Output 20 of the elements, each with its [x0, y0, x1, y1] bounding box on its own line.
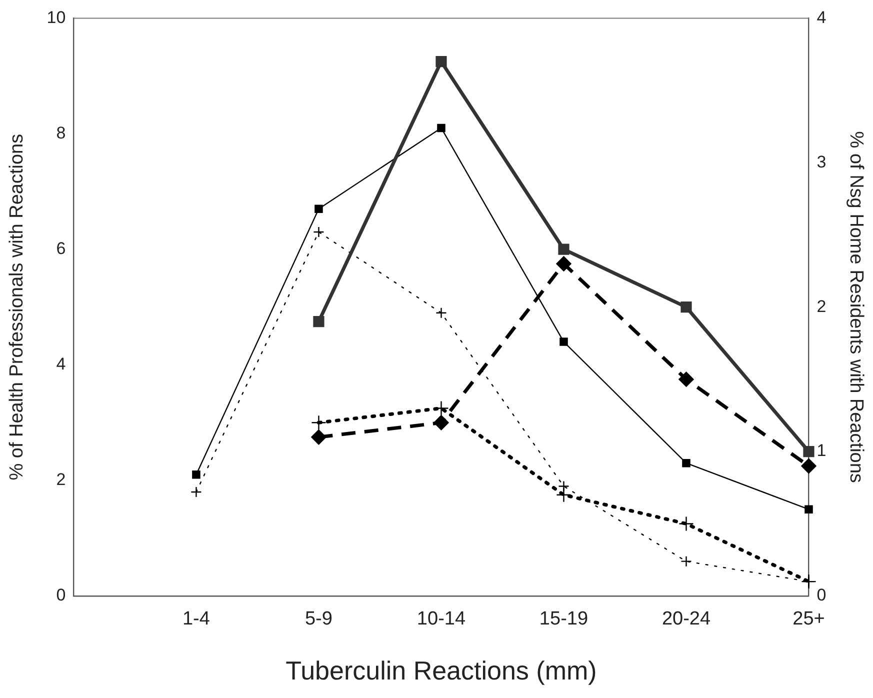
x-tick-label: 5-9: [304, 608, 332, 630]
x-tick-label: 1-4: [182, 608, 210, 630]
y-tick-label: 2: [56, 470, 66, 490]
y2-tick-label: 4: [816, 8, 826, 27]
y2-tick-label: 0: [816, 586, 826, 605]
y2-tick-label: 2: [816, 296, 826, 316]
x-tick-label: 20-24: [662, 608, 711, 630]
y2-axis-title: % of Nsg Home Residents with Reactions: [845, 131, 866, 483]
y2-tick-label: 3: [816, 152, 826, 172]
x-axis-title: Tuberculin Reactions (mm): [286, 656, 597, 686]
y-tick-label: 8: [56, 123, 66, 142]
x-tick-label: 25+: [792, 608, 825, 630]
y-axis-title: % of Health Professionals with Reactions: [6, 134, 28, 480]
y-tick-label: 10: [46, 8, 66, 27]
y2-tick-label: 1: [816, 441, 826, 460]
y-tick-label: 4: [56, 354, 66, 374]
y-tick-label: 0: [56, 586, 66, 605]
x-tick-label: 15-19: [539, 608, 588, 630]
y-tick-label: 6: [56, 239, 66, 258]
x-tick-label: 10-14: [416, 608, 466, 630]
